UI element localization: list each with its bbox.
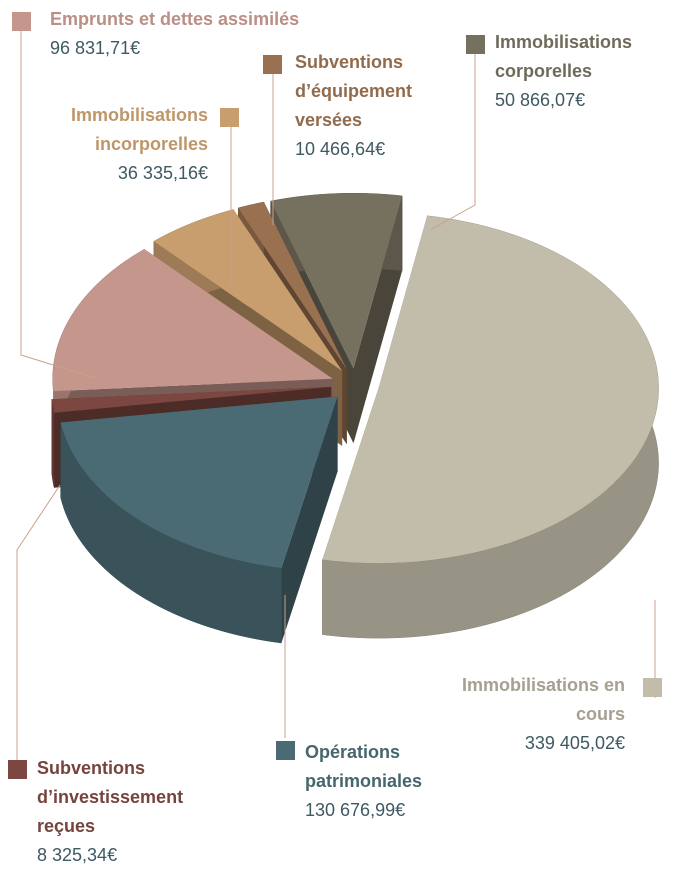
slice-label: Subventions d’investissement reçues 8 325… (37, 754, 212, 870)
slice-top (238, 202, 347, 370)
legend-swatch (276, 741, 295, 760)
legend-swatch (263, 55, 282, 74)
value-label: 339 405,02€ (524, 733, 625, 753)
category-name: Subventions d’investissement reçues (37, 758, 184, 836)
category-name: Subventions d’équipement versées (295, 52, 413, 130)
category-name: Immobilisations corporelles (495, 32, 633, 81)
value-label: 130 676,99€ (305, 800, 406, 820)
value-label: 96 831,71€ (50, 38, 141, 58)
slice-top (322, 215, 659, 564)
slice-top (51, 386, 332, 413)
value-label: 10 466,64€ (295, 139, 386, 159)
slice (322, 215, 659, 639)
legend-swatch (220, 108, 239, 127)
value-label: 50 866,07€ (495, 90, 586, 110)
slice-label: Immobilisations corporelles 50 866,07€ (495, 28, 645, 115)
value-label: 36 335,16€ (117, 163, 208, 183)
leader-line (20, 31, 96, 379)
category-name: Opérations patrimoniales (305, 742, 423, 791)
category-name: Emprunts et dettes assimilés (50, 9, 300, 29)
leader-line (16, 484, 61, 760)
value-label: 8 325,34€ (37, 845, 118, 865)
category-name: Immobilisations en cours (461, 675, 625, 724)
slice-top (270, 193, 403, 369)
slice-label: Immobilisations incorporelles 36 335,16€ (38, 101, 208, 188)
slice (60, 396, 338, 644)
slice-label: Emprunts et dettes assimilés 96 831,71€ (50, 5, 350, 63)
slice-label: Opérations patrimoniales 130 676,99€ (305, 738, 465, 825)
category-name: Immobilisations incorporelles (70, 105, 208, 154)
legend-swatch (466, 35, 485, 54)
slice-label: Subventions d’équipement versées 10 466,6… (295, 48, 425, 164)
slice-wall (51, 399, 55, 488)
slice-label: Immobilisations en cours 339 405,02€ (455, 671, 625, 758)
legend-swatch (643, 678, 662, 697)
slice-top (52, 249, 333, 392)
slice-top (153, 209, 343, 371)
leader-line (429, 53, 476, 231)
slice-top (60, 396, 338, 568)
legend-swatch (8, 760, 27, 779)
legend-swatch (12, 12, 31, 31)
